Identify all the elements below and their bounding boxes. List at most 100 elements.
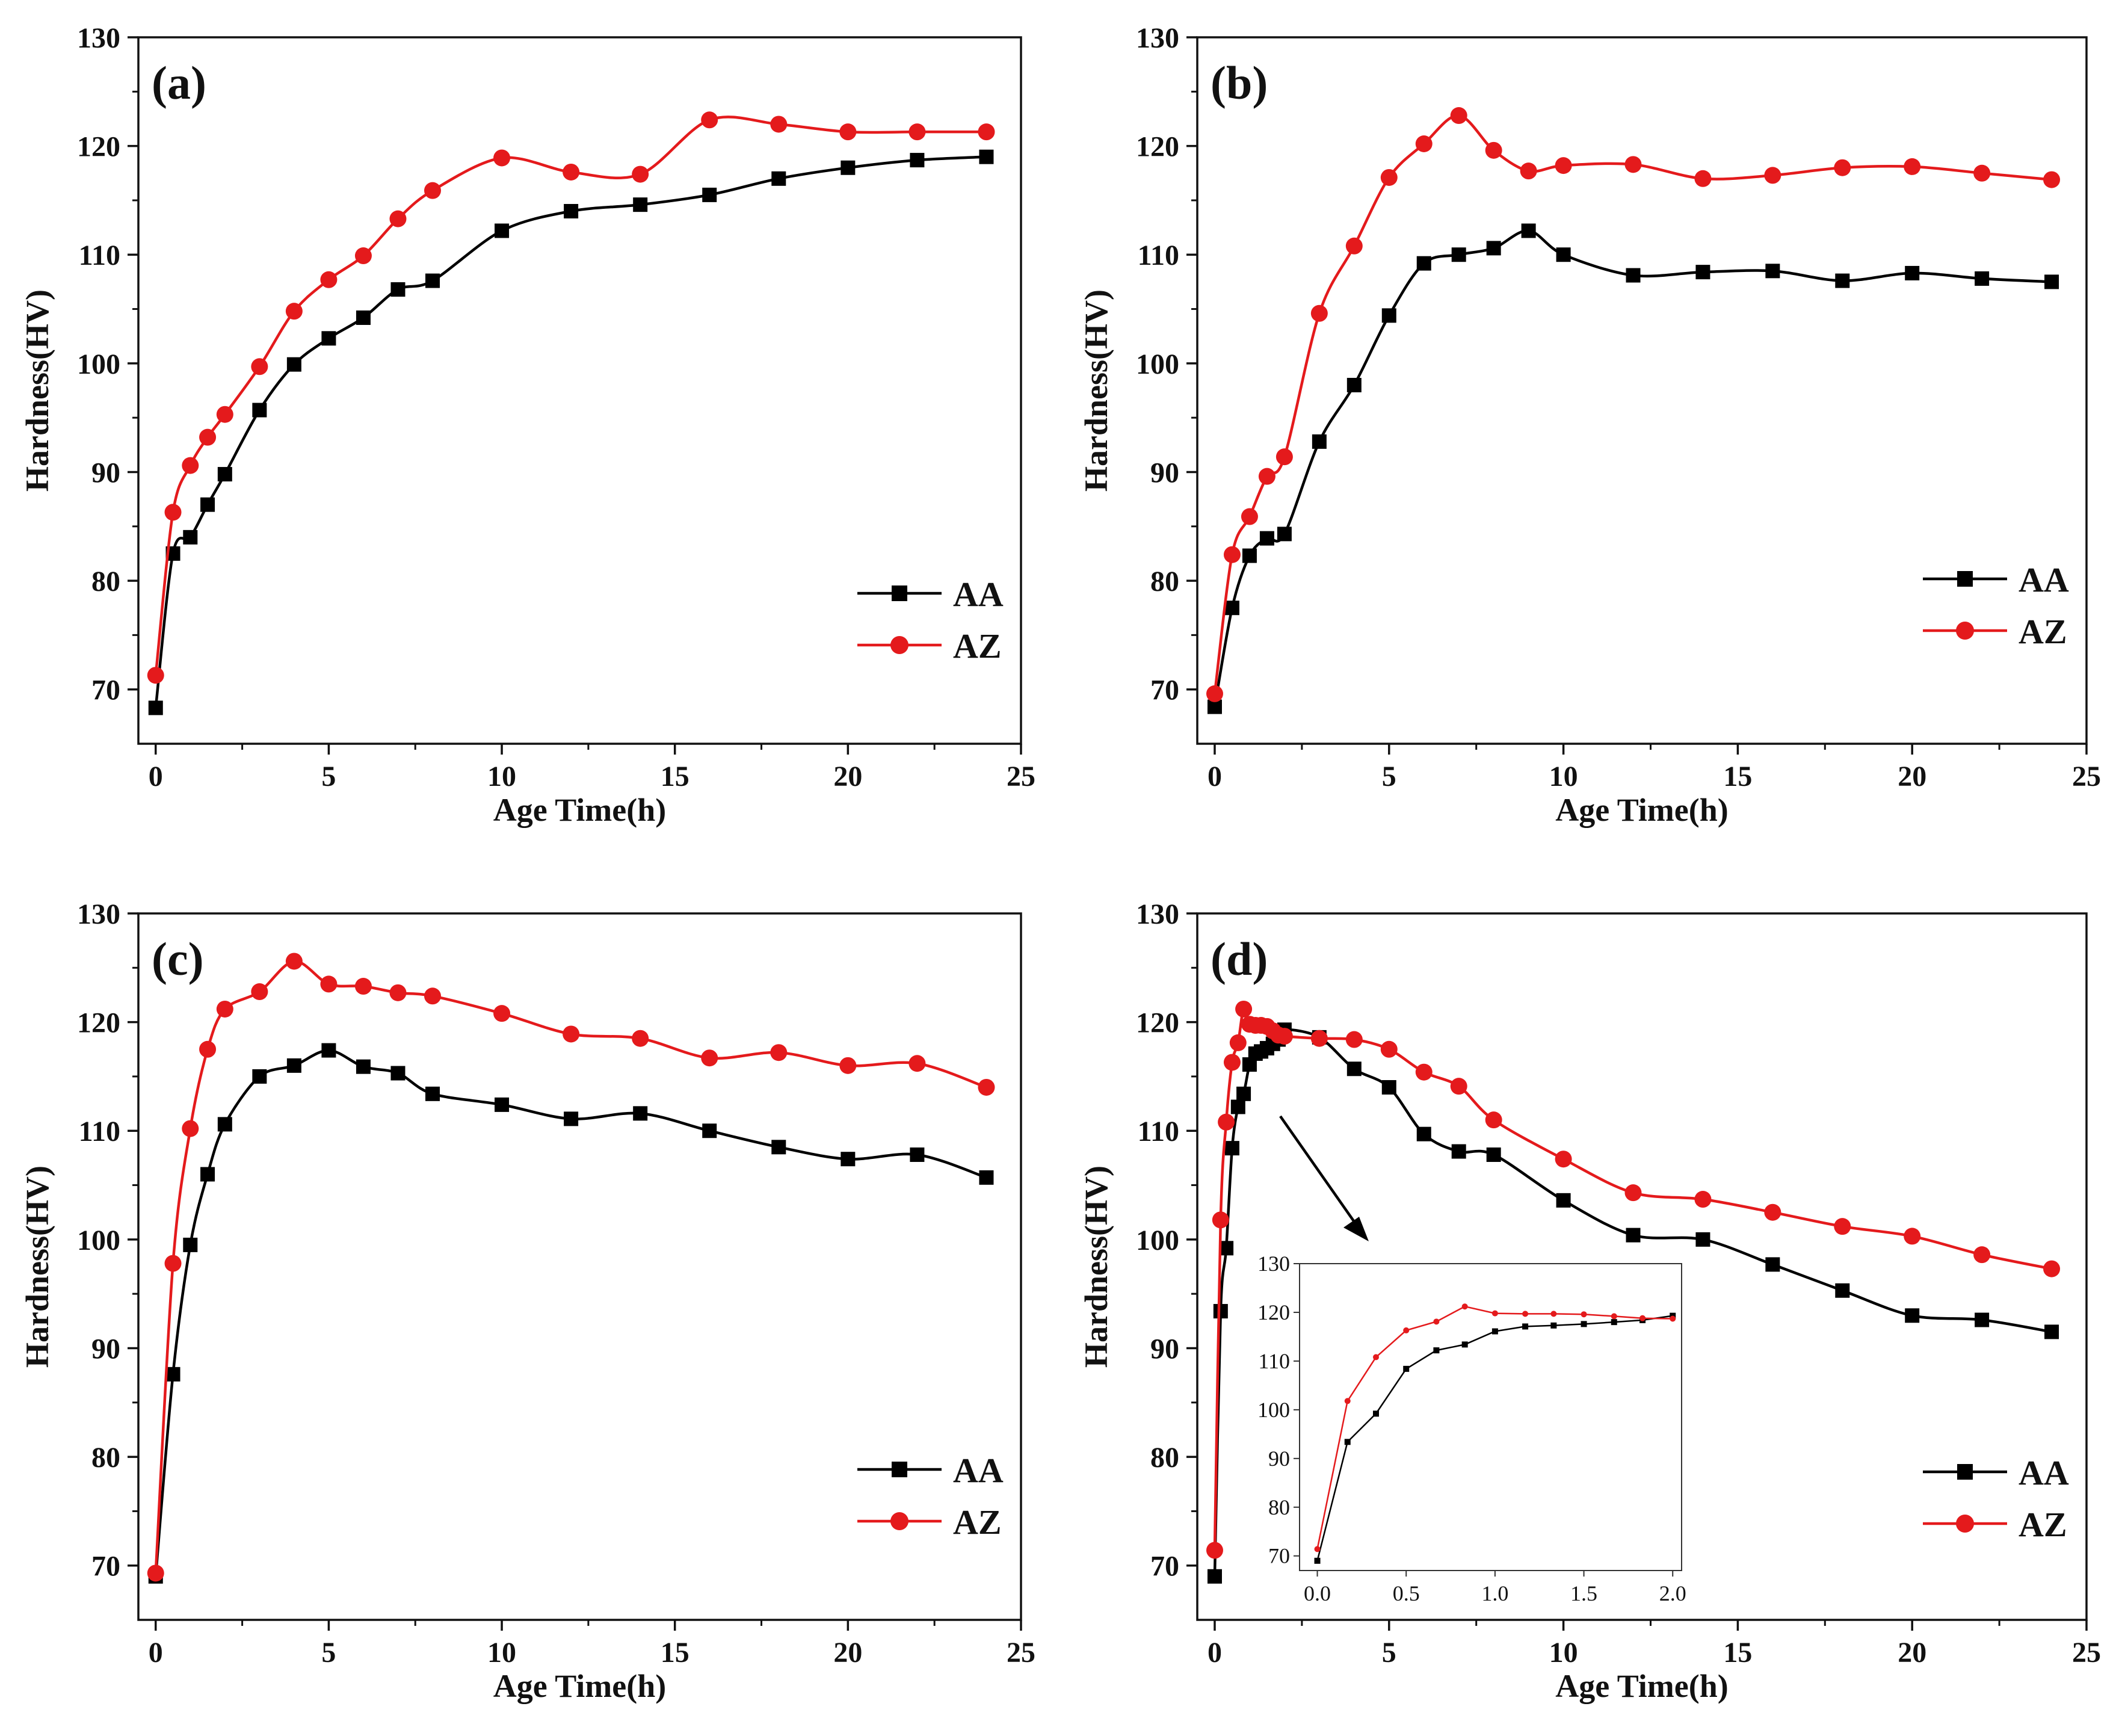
y-tick-label: 100: [1136, 348, 1179, 380]
data-point-AA: [702, 187, 717, 202]
x-tick-label: 15: [661, 1637, 689, 1669]
y-axis-title: Hardness(HV): [19, 1166, 55, 1368]
data-point-AZ: [1275, 448, 1293, 466]
inset-point-AZ: [1581, 1311, 1587, 1318]
legend-label-AA: AA: [953, 575, 1004, 614]
data-point-AA: [771, 1140, 786, 1155]
data-point-AA: [252, 403, 267, 418]
y-tick-label: 130: [77, 22, 120, 54]
chart-panel-a: 70 80 90 100 110 120 130 0 5 10 15 20 25 Age Time(h) H…: [19, 22, 1035, 828]
data-point-AZ: [354, 978, 372, 995]
arrow-shaft: [1279, 1115, 1356, 1224]
data-point-AZ: [1834, 1218, 1851, 1235]
data-point-AA: [1224, 601, 1239, 616]
data-point-AZ: [770, 1044, 788, 1061]
inset-y-tick-label: 70: [1268, 1544, 1290, 1568]
data-point-AA: [771, 171, 786, 186]
inset-x-tick-label: 2.0: [1659, 1581, 1686, 1605]
data-point-AZ: [285, 953, 303, 970]
inset-point-AZ: [1403, 1327, 1410, 1333]
x-tick-label: 0: [1208, 761, 1222, 792]
inset-x-tick-label: 0.0: [1304, 1581, 1331, 1605]
data-point-AA: [633, 197, 648, 212]
data-point-AA: [1416, 1126, 1431, 1141]
data-point-AA: [841, 160, 856, 175]
data-point-AA: [979, 149, 994, 164]
y-tick-label: 130: [1136, 898, 1179, 930]
data-point-AA: [1695, 1232, 1710, 1247]
x-tick-label: 25: [1007, 1637, 1035, 1669]
inset-point-AA: [1522, 1323, 1529, 1330]
x-tick-label: 20: [833, 1637, 862, 1669]
plot-frame: [137, 36, 1022, 745]
inset-point-AZ: [1611, 1313, 1617, 1320]
data-point-AA: [1556, 1193, 1571, 1208]
data-point-AZ: [1485, 1111, 1502, 1129]
y-tick-label: 130: [77, 898, 120, 930]
data-point-AA: [702, 1123, 717, 1138]
inset-point-AA: [1611, 1319, 1617, 1326]
series-line-AA: [1213, 229, 2052, 707]
data-point-AA: [1765, 1257, 1780, 1272]
data-point-AZ: [632, 1030, 649, 1047]
y-tick-label: 100: [77, 1225, 120, 1256]
data-point-AZ: [1380, 168, 1398, 186]
data-point-AZ: [147, 1565, 164, 1582]
y-tick-label: 110: [79, 239, 120, 271]
legend-label-AZ: AZ: [2019, 612, 2067, 651]
inset-point-AZ: [1550, 1311, 1557, 1317]
y-tick-label: 100: [77, 348, 120, 380]
y-tick-label: 80: [1150, 1442, 1179, 1474]
legend-marker-AZ: [890, 1512, 908, 1530]
y-tick-label: 120: [77, 131, 120, 163]
data-point-AZ: [1275, 1028, 1293, 1045]
data-point-AA: [217, 1117, 232, 1132]
data-point-AZ: [285, 303, 303, 320]
x-tick-label: 10: [487, 761, 516, 792]
data-point-AA: [841, 1152, 856, 1167]
legend-marker-AZ: [1956, 1515, 1974, 1533]
legend-marker-AA: [1957, 1464, 1973, 1480]
inset-point-AA: [1550, 1322, 1557, 1329]
data-point-AA: [1905, 1308, 1920, 1323]
inset-point-AA: [1433, 1347, 1440, 1354]
series-AA: [1207, 223, 2059, 714]
data-point-AA: [1230, 1099, 1245, 1114]
x-axis-title: Age Time(h): [1555, 792, 1728, 828]
data-point-AZ: [1235, 1000, 1253, 1018]
data-point-AA: [1242, 548, 1257, 563]
data-point-AZ: [199, 1040, 217, 1058]
x-tick-label: 0: [149, 761, 163, 792]
data-point-AZ: [1834, 159, 1851, 176]
data-point-AZ: [182, 1120, 199, 1137]
data-point-AA: [495, 223, 510, 238]
callout-arrow: [1279, 1115, 1369, 1241]
inset-y-tick-label: 100: [1257, 1398, 1290, 1422]
data-point-AZ: [320, 975, 338, 993]
series-line-AZ: [154, 116, 987, 676]
data-point-AA: [1835, 273, 1850, 288]
data-point-AA: [1236, 1086, 1251, 1101]
x-tick-label: 10: [487, 1637, 516, 1669]
series-AA: [148, 1043, 994, 1584]
panel-label: (a): [152, 57, 206, 109]
inset-y-tick-label: 90: [1268, 1447, 1290, 1471]
legend: AA AZ: [857, 1451, 1004, 1542]
y-tick-label: 110: [1138, 1116, 1179, 1148]
data-point-AZ: [563, 1025, 580, 1043]
data-point-AZ: [1973, 164, 1991, 182]
inset-series-AZ: [1314, 1303, 1676, 1552]
series-line-AZ: [154, 960, 987, 1574]
x-tick-label: 10: [1549, 1637, 1578, 1669]
legend: AA AZ: [857, 575, 1004, 666]
data-point-AZ: [389, 984, 407, 1001]
data-point-AZ: [1229, 1034, 1247, 1051]
legend-marker-AA: [1957, 571, 1973, 587]
data-point-AA: [390, 1066, 406, 1081]
series-line-AA: [154, 155, 987, 708]
inset-point-AZ: [1639, 1315, 1646, 1321]
y-tick-label: 80: [91, 1442, 120, 1474]
data-point-AZ: [164, 1255, 182, 1272]
